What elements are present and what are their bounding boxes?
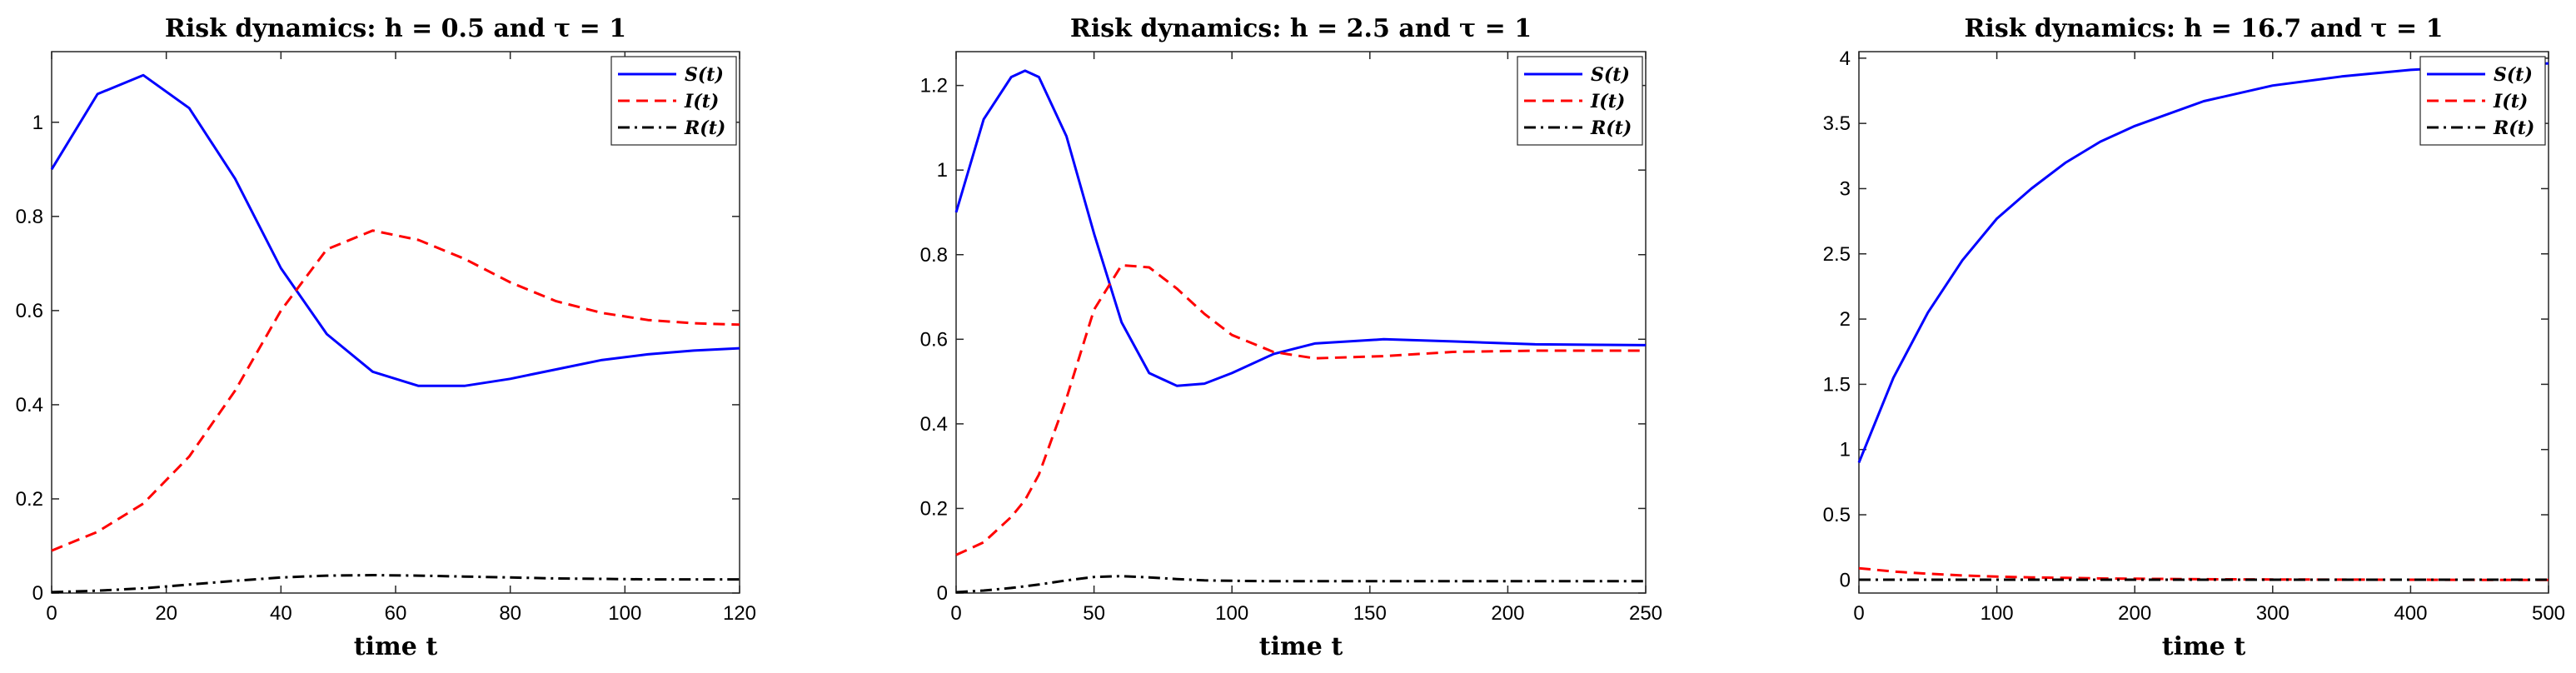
series-line-rtt <box>955 575 1646 594</box>
y-tick-label: 3 <box>1840 177 1851 200</box>
panel-3: Risk dynamics: h = 16.7 and τ = 10 100 200… <box>1823 14 2565 661</box>
chart-title: Risk dynamics: h = 0.5 and τ = 1 <box>165 14 626 43</box>
x-tick-label: 250 <box>1629 602 1662 625</box>
y-tick-label: 0 <box>937 582 948 605</box>
y-tick-label: 2.5 <box>1823 243 1851 266</box>
series-line-itt <box>1858 566 2549 581</box>
x-tick-label: 500 <box>2532 602 2565 625</box>
x-axis-label: time t <box>354 632 438 661</box>
legend-label: S(t) <box>685 64 724 86</box>
chart-title: Risk dynamics: h = 16.7 and τ = 1 <box>1964 14 2443 43</box>
legend: S(t) I(t) R(t) <box>610 56 737 146</box>
series-line-itt <box>955 263 1646 556</box>
x-tick-label: 100 <box>1215 602 1248 625</box>
y-tick-label: 1.5 <box>1823 373 1851 396</box>
legend-label: R(t) <box>2493 117 2534 139</box>
legend-label: S(t) <box>2494 64 2533 86</box>
x-tick-label: 400 <box>2394 602 2427 625</box>
x-tick-label: 50 <box>1083 602 1105 625</box>
x-tick-label: 0 <box>46 602 57 625</box>
legend-label: I(t) <box>1590 91 1625 112</box>
y-tick-label: 1 <box>937 159 948 182</box>
y-tick-label: 0.4 <box>16 394 43 416</box>
series-line-stt <box>954 69 1647 387</box>
y-tick-label: 0.6 <box>920 328 948 351</box>
series-line-stt <box>1857 62 2549 463</box>
chart-title: Risk dynamics: h = 2.5 and τ = 1 <box>1070 14 1532 43</box>
x-tick-label: 40 <box>270 602 292 625</box>
x-tick-label: 200 <box>1491 602 1524 625</box>
y-tick-label: 3.5 <box>1823 112 1851 135</box>
x-tick-label: 20 <box>155 602 177 625</box>
y-tick-label: 0 <box>1840 569 1851 591</box>
panel-1: Risk dynamics: h = 0.5 and τ = 1 0 20 40 60 8… <box>16 14 756 661</box>
y-tick-label: 4 <box>1840 47 1851 70</box>
x-tick-label: 100 <box>1981 602 2014 625</box>
x-tick-label: 0 <box>1853 602 1864 625</box>
x-tick-label: 150 <box>1353 602 1387 625</box>
y-tick-label: 2 <box>1840 308 1851 331</box>
legend-label: I(t) <box>684 91 719 112</box>
y-tick-label: 0.6 <box>16 300 43 322</box>
x-tick-label: 0 <box>950 602 961 625</box>
x-tick-label: 80 <box>499 602 521 625</box>
y-tick-label: 1.2 <box>920 75 948 97</box>
y-tick-label: 1 <box>1840 439 1851 461</box>
x-axis-label: time t <box>2162 632 2246 661</box>
y-tick-label: 0.2 <box>16 488 43 511</box>
axes-box <box>1858 51 2549 594</box>
x-tick-label: 60 <box>385 602 407 625</box>
y-tick-label: 0 <box>32 582 43 605</box>
series-line-stt <box>50 73 740 387</box>
y-tick-label: 0.8 <box>920 244 948 267</box>
x-axis-label: time t <box>1259 632 1343 661</box>
legend-label: S(t) <box>1591 64 1630 86</box>
x-tick-label: 300 <box>2256 602 2290 625</box>
x-tick-label: 200 <box>2118 602 2151 625</box>
panel-2: Risk dynamics: h = 2.5 and τ = 1 0 50 100 15… <box>920 14 1662 661</box>
legend-label: R(t) <box>1590 117 1632 139</box>
y-tick-label: 1 <box>32 112 43 134</box>
x-tick-label: 100 <box>608 602 641 625</box>
y-tick-label: 0.8 <box>16 206 43 228</box>
series-line-itt <box>51 229 740 552</box>
legend: S(t) I(t) R(t) <box>2419 56 2546 146</box>
y-tick-label: 0.5 <box>1823 504 1851 526</box>
axes-box <box>955 51 1647 594</box>
series-line-rtt <box>51 574 740 594</box>
y-tick-label: 0.2 <box>920 497 948 520</box>
legend-label: R(t) <box>684 117 725 139</box>
legend: S(t) I(t) R(t) <box>1517 56 1643 146</box>
legend-label: I(t) <box>2493 91 2528 112</box>
y-tick-label: 0.4 <box>920 413 948 436</box>
x-tick-label: 120 <box>723 602 756 625</box>
